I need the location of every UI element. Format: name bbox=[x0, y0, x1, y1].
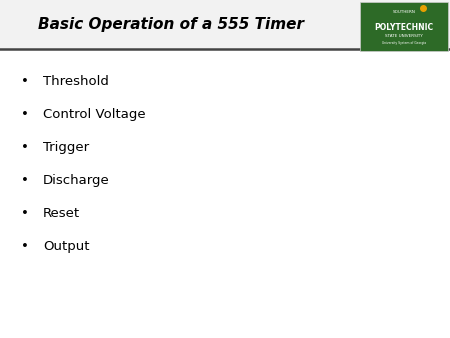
Text: Reset: Reset bbox=[43, 207, 80, 220]
Text: •: • bbox=[21, 240, 29, 253]
Text: •: • bbox=[21, 75, 29, 88]
Text: Control Voltage: Control Voltage bbox=[43, 108, 145, 121]
Text: Basic Operation of a 555 Timer: Basic Operation of a 555 Timer bbox=[38, 17, 304, 32]
Text: Discharge: Discharge bbox=[43, 174, 109, 187]
Text: POLYTECHNIC: POLYTECHNIC bbox=[374, 23, 433, 32]
Text: •: • bbox=[21, 108, 29, 121]
FancyBboxPatch shape bbox=[0, 0, 450, 49]
Text: •: • bbox=[21, 174, 29, 187]
Text: SOUTHERN: SOUTHERN bbox=[392, 10, 415, 15]
Text: STATE UNIVERSITY: STATE UNIVERSITY bbox=[385, 34, 423, 38]
Text: Trigger: Trigger bbox=[43, 141, 89, 154]
Text: •: • bbox=[21, 207, 29, 220]
Text: Output: Output bbox=[43, 240, 89, 253]
Text: University System of Georgia: University System of Georgia bbox=[382, 41, 426, 45]
Text: Threshold: Threshold bbox=[43, 75, 108, 88]
FancyBboxPatch shape bbox=[360, 2, 448, 51]
Text: •: • bbox=[21, 141, 29, 154]
